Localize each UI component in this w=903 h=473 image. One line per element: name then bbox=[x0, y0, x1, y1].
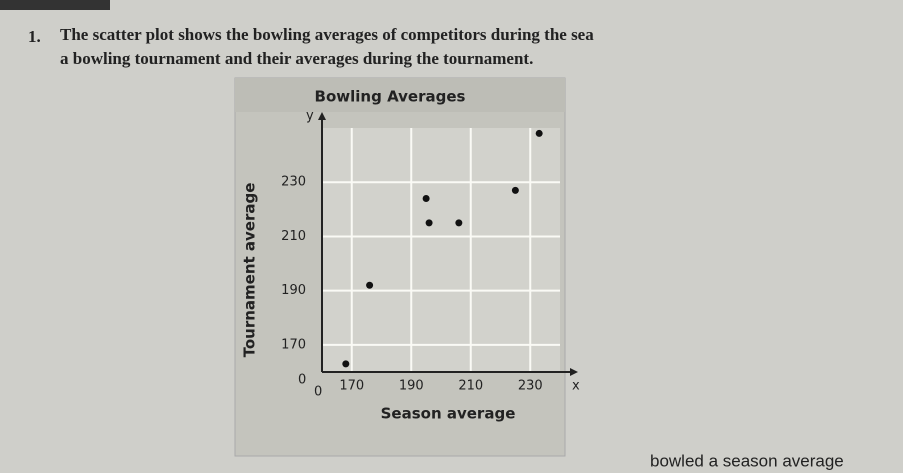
title-band bbox=[235, 78, 565, 112]
x-tick-label: 170 bbox=[339, 379, 364, 394]
chart-title: Bowling Averages bbox=[315, 88, 466, 106]
photo-edge bbox=[0, 0, 110, 10]
x-arrow bbox=[570, 368, 578, 376]
y-tick-label: 190 bbox=[281, 283, 306, 298]
y-arrow bbox=[318, 112, 326, 120]
y-tick-label: 170 bbox=[281, 337, 306, 352]
y-axis-letter: y bbox=[306, 109, 314, 124]
x-tick-label: 190 bbox=[399, 379, 424, 394]
point bbox=[422, 194, 430, 202]
footer-text: bowled a season average bbox=[650, 451, 844, 470]
y-tick-label: 230 bbox=[281, 175, 306, 190]
x-tick-label: 210 bbox=[458, 379, 483, 394]
y-origin-label: 0 bbox=[298, 373, 306, 388]
x-tick-label: 230 bbox=[518, 379, 543, 394]
question-text: a bowling tournament and their averages … bbox=[60, 49, 533, 68]
point bbox=[366, 281, 374, 289]
x-axis-label: Season average bbox=[381, 405, 516, 423]
point bbox=[342, 360, 350, 368]
y-axis-label: Tournament average bbox=[241, 183, 259, 358]
question-text: The scatter plot shows the bowling avera… bbox=[60, 25, 594, 44]
point bbox=[425, 219, 433, 227]
x-origin-label: 0 bbox=[314, 385, 322, 400]
point bbox=[455, 219, 463, 227]
y-tick-label: 210 bbox=[281, 229, 306, 244]
plot-area bbox=[322, 128, 560, 372]
question-number: 1. bbox=[28, 27, 41, 46]
point bbox=[511, 186, 519, 194]
x-axis-letter: x bbox=[572, 379, 580, 394]
point bbox=[535, 129, 543, 137]
